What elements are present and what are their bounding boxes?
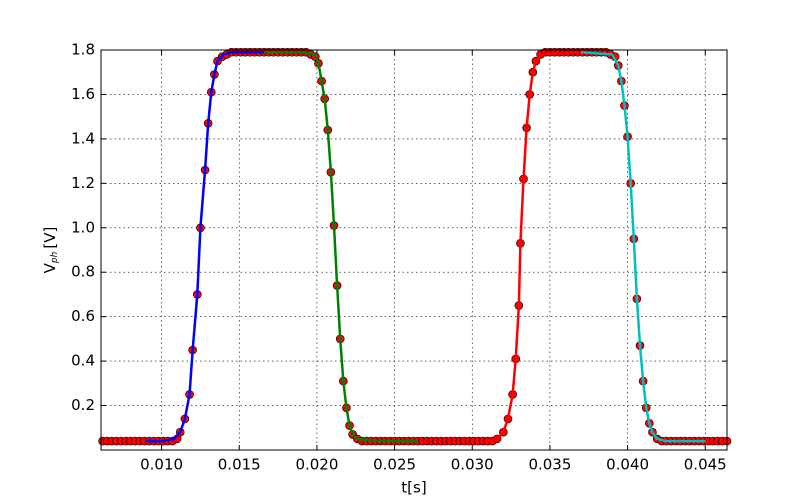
x-tick-label: 0.030 — [451, 456, 494, 474]
x-axis-label: t[s] — [401, 479, 426, 497]
y-tick-label: 0.6 — [71, 307, 95, 325]
x-tick-label: 0.015 — [218, 456, 261, 474]
series-line — [484, 50, 582, 443]
series-line — [580, 50, 706, 443]
x-tick-label: 0.010 — [140, 456, 183, 474]
series-line — [146, 50, 265, 443]
y-tick-label: 0.4 — [71, 352, 95, 370]
y-tick-label: 0.2 — [71, 396, 95, 414]
x-tick-label: 0.035 — [528, 456, 571, 474]
plot-frame — [100, 49, 728, 451]
y-tick-label: 0.8 — [71, 263, 95, 281]
x-tick-label: 0.025 — [373, 456, 416, 474]
x-tick-label: 0.040 — [606, 456, 649, 474]
y-axis-label-suffix: [V] — [41, 227, 59, 249]
y-tick-label: 1.0 — [71, 218, 95, 236]
x-tick-label: 0.045 — [684, 456, 727, 474]
y-tick-label: 1.4 — [71, 129, 95, 147]
y-axis-label-subscript: ph — [50, 251, 60, 264]
x-tick-label: 0.020 — [295, 456, 338, 474]
y-axis-label-main: V — [41, 262, 59, 273]
y-tick-label: 1.6 — [71, 85, 95, 103]
series-line — [264, 50, 418, 443]
y-tick-label: 1.8 — [71, 41, 95, 59]
y-axis-label: Vph [V] — [41, 227, 60, 274]
y-tick-label: 1.2 — [71, 174, 95, 192]
